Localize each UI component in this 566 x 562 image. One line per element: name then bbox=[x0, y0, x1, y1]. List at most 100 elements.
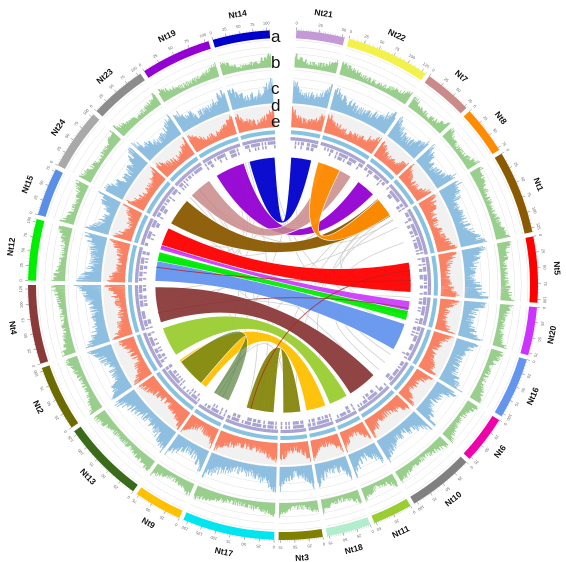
chromosome-nt19-tick-label: 100 bbox=[199, 31, 208, 38]
chromosome-nt22-marker bbox=[344, 150, 348, 155]
chromosome-nt4-ring-d bbox=[128, 285, 140, 333]
chromosome-nt19-marker bbox=[207, 156, 211, 161]
chromosome-nt10-marker bbox=[362, 400, 366, 405]
chromosome-nt6-marker bbox=[389, 376, 393, 380]
chromosome-nt19-marker bbox=[211, 154, 215, 158]
chromosome-nt7-marker bbox=[379, 174, 383, 178]
chromosome-nt2-label: Nt2 bbox=[31, 399, 46, 416]
chromosome-nt7-marker bbox=[376, 177, 380, 181]
chromosome-nt3-ring-d bbox=[280, 434, 308, 440]
chromosome-nt8-minor-tick bbox=[471, 111, 473, 113]
chromosome-nt22-gene-grid bbox=[338, 77, 404, 107]
chromosome-nt1-marker bbox=[414, 233, 419, 237]
chromosome-nt19-minor-tick bbox=[190, 45, 192, 47]
chromosome-nt16-gene-grid bbox=[460, 345, 481, 392]
chromosome-nt18-gene-grid bbox=[320, 486, 357, 497]
chromosome-nt22-marker bbox=[342, 158, 346, 163]
chromosome-nt4-marker bbox=[140, 323, 144, 327]
chromosome-nt10-minor-tick bbox=[444, 482, 446, 484]
chromosome-nt13-repeat-histogram bbox=[138, 375, 191, 430]
chromosome-nt12-tick-label: 50 bbox=[20, 247, 26, 253]
chromosome-nt2-marker bbox=[144, 336, 149, 340]
chromosome-nt22-marker bbox=[357, 162, 361, 167]
chromosome-nt9-marker bbox=[202, 406, 206, 410]
chromosome-nt16-marker bbox=[417, 326, 421, 329]
chromosome-nt24-gc-grid bbox=[78, 129, 112, 177]
chromosome-nt14-gc-grid bbox=[217, 46, 271, 57]
chromosome-nt19-minor-tick bbox=[177, 50, 179, 53]
chromosome-nt7-gene-histogram bbox=[387, 116, 430, 159]
chromosome-nt1-marker bbox=[407, 210, 412, 213]
chromosome-nt16-marker bbox=[421, 327, 425, 330]
chromosome-nt6-marker bbox=[392, 373, 396, 377]
chromosome-nt4-tick-label: 100 bbox=[19, 300, 25, 308]
link-nt4-nt20-thin bbox=[157, 297, 409, 314]
chromosome-nt17-gene-grid bbox=[211, 452, 277, 468]
chromosome-nt19-marker bbox=[238, 143, 241, 147]
chromosome-nt21-gc-grid bbox=[295, 53, 340, 61]
chromosome-nt18-marker bbox=[313, 422, 316, 426]
chromosome-nt17-marker bbox=[234, 421, 237, 426]
chromosome-nt14-marker bbox=[260, 138, 263, 142]
chromosome-nt8-minor-tick bbox=[483, 126, 486, 128]
chromosome-nt2-marker bbox=[157, 346, 162, 349]
chromosome-nt8-minor-tick bbox=[472, 113, 475, 115]
chromosome-nt16-tick-label: 100 bbox=[505, 413, 513, 422]
chromosome-nt2-minor-tick bbox=[64, 419, 67, 421]
chromosome-nt9-minor-tick bbox=[176, 516, 178, 519]
chromosome-nt13-tick-label: 50 bbox=[99, 472, 106, 479]
chromosome-nt17-marker bbox=[275, 421, 277, 425]
chromosome-nt24-marker bbox=[164, 194, 168, 199]
chromosome-nt23-tick-label: 50 bbox=[108, 83, 115, 90]
chromosome-nt24-marker bbox=[171, 186, 176, 190]
chromosome-nt4-marker bbox=[141, 313, 146, 317]
chromosome-nt16-marker bbox=[414, 343, 419, 347]
chromosome-nt1-marker bbox=[417, 242, 422, 245]
chromosome-nt13-marker bbox=[192, 394, 196, 398]
chromosome-nt8-tick bbox=[479, 120, 483, 123]
chromosome-nt18-marker bbox=[317, 425, 320, 429]
chromosome-nt9-marker bbox=[221, 416, 225, 421]
chromosome-nt15-marker bbox=[149, 219, 154, 223]
chromosome-nt1-marker bbox=[420, 251, 424, 254]
chromosome-nt19-minor-tick bbox=[187, 46, 189, 49]
chromosome-nt7-minor-tick bbox=[442, 85, 445, 87]
chromosome-nt19-ideogram bbox=[144, 41, 211, 78]
chromosome-nt20-gc-grid bbox=[511, 305, 521, 351]
chromosome-nt1-tick-label: 25 bbox=[513, 161, 520, 168]
chromosome-nt2-minor-tick bbox=[50, 392, 52, 394]
chromosome-nt16-marker bbox=[413, 337, 417, 341]
chromosome-nt24-marker bbox=[157, 213, 161, 217]
chromosome-nt5-marker bbox=[419, 274, 423, 277]
chromosome-nt22-marker bbox=[349, 162, 352, 166]
chromosome-nt24-minor-tick bbox=[90, 115, 92, 117]
chromosome-nt7-minor-tick bbox=[448, 89, 450, 92]
chromosome-nt22-marker bbox=[341, 149, 345, 154]
chromosome-nt20-marker bbox=[417, 306, 422, 309]
chromosome-nt17-marker bbox=[234, 413, 237, 417]
chromosome-nt19-minor-tick bbox=[171, 54, 173, 56]
chromosome-nt1-minor-tick bbox=[503, 156, 506, 158]
chromosome-nt22-minor-tick bbox=[403, 59, 405, 61]
chromosome-nt7-minor-tick bbox=[433, 77, 435, 80]
chromosome-nt2-marker bbox=[147, 332, 151, 335]
chromosome-nt3-marker bbox=[288, 425, 291, 429]
chromosome-nt4-marker bbox=[145, 327, 150, 330]
chromosome-nt1-marker bbox=[411, 224, 415, 228]
chromosome-nt23-gc-grid bbox=[123, 104, 162, 137]
chromosome-nt1-marker bbox=[406, 214, 410, 218]
chromosome-nt15-marker bbox=[147, 233, 152, 237]
chromosome-nt9-minor-tick bbox=[169, 513, 171, 516]
chromosome-nt17-marker bbox=[270, 425, 273, 429]
chromosome-nt19-minor-tick bbox=[180, 49, 182, 52]
chromosome-nt21-tick-label: 0 bbox=[295, 20, 298, 25]
chromosome-nt15-gene-grid bbox=[76, 187, 92, 226]
chromosome-nt2-tick-label: 100 bbox=[32, 369, 39, 378]
chromosome-nt6-marker bbox=[395, 368, 400, 372]
chromosome-nt5-marker bbox=[426, 261, 430, 264]
chromosome-nt10-marker bbox=[381, 390, 386, 394]
chromosome-nt8-marker bbox=[391, 193, 396, 197]
chromosome-nt24-minor-tick bbox=[76, 132, 78, 134]
chromosome-nt15-marker bbox=[147, 235, 151, 238]
chromosome-nt13-gene-grid bbox=[106, 408, 157, 460]
